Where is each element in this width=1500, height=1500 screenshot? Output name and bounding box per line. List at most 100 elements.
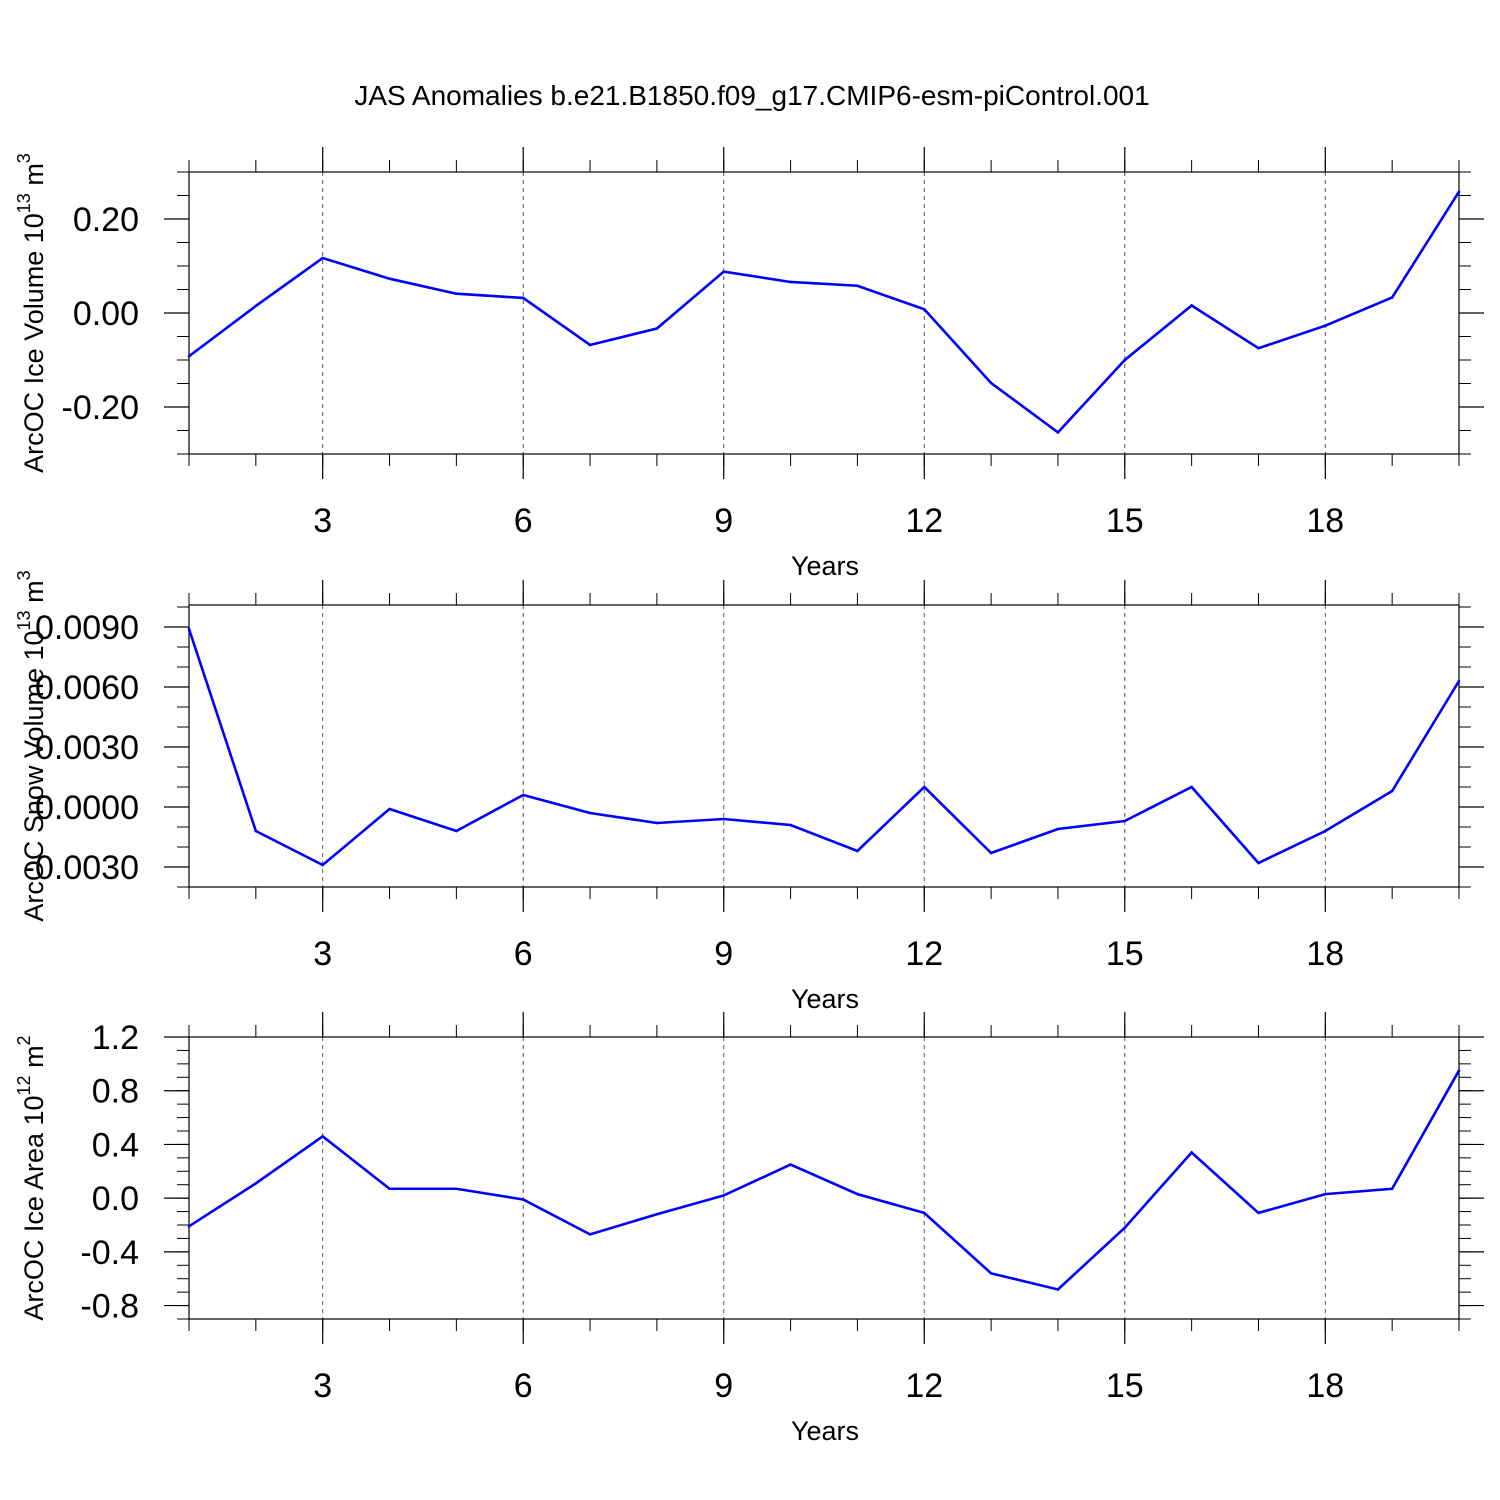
ice-area-data-point <box>187 1225 191 1228</box>
ice-volume-data-point <box>655 327 659 330</box>
ice-area-data-point <box>1190 1151 1193 1154</box>
ice-area-data-point <box>789 1163 792 1166</box>
ice-area-y-axis-title-unit: m <box>19 1045 49 1075</box>
ice-volume-data-point <box>388 277 391 280</box>
ice-area-data-point <box>521 1198 525 1201</box>
ice-volume-y-axis-title-unit-exp: 3 <box>14 153 34 163</box>
snow-volume-data-point <box>655 821 659 825</box>
ice-area-data-point <box>1390 1187 1394 1191</box>
ice-area-x-axis-title: Years <box>791 1416 859 1446</box>
ice-volume-y-tick-label: -0.20 <box>62 389 140 427</box>
snow-volume-x-axis-title: Years <box>791 984 859 1014</box>
chart-title: JAS Anomalies b.e21.B1850.f09_g17.CMIP6-… <box>354 80 1149 111</box>
ice-volume-data-point <box>254 304 258 308</box>
snow-volume-data-point <box>1390 789 1394 793</box>
ice-volume-data-point <box>1324 324 1327 327</box>
ice-volume-x-axis-title: Years <box>791 551 859 581</box>
ice-area-data-point <box>588 1233 592 1236</box>
snow-volume-data-point <box>1457 679 1461 683</box>
ice-area-data-point <box>1324 1192 1327 1196</box>
ice-area-y-tick-label: 0.4 <box>92 1126 139 1164</box>
snow-volume-y-axis-title-exp: 13 <box>14 610 34 630</box>
snow-volume-data-point <box>1190 785 1193 789</box>
snow-volume-data-point <box>321 863 324 867</box>
ice-area-y-tick-label: -0.8 <box>80 1288 139 1326</box>
snow-volume-data-point <box>989 851 993 855</box>
ice-volume-data-point <box>722 270 726 273</box>
ice-area-data-point <box>321 1135 324 1138</box>
ice-area-x-tick-label: 15 <box>1106 1367 1144 1405</box>
ice-area-y-tick-label: 1.2 <box>92 1019 139 1057</box>
ice-volume-data-point <box>588 343 592 347</box>
snow-volume-x-tick-label: 12 <box>905 935 943 973</box>
ice-area-data-point <box>254 1182 258 1185</box>
snow-volume-data-point <box>1056 827 1060 831</box>
ice-area-data-point <box>922 1211 926 1215</box>
ice-volume-y-tick-label: 0.20 <box>73 201 139 239</box>
ice-area-x-tick-label: 3 <box>313 1367 332 1405</box>
ice-volume-frame <box>188 171 1460 455</box>
snow-volume-data-point <box>588 811 592 815</box>
ice-volume-data-point <box>321 256 324 260</box>
ice-area-y-axis-title-base: ArcOC Ice Area 10 <box>19 1095 49 1320</box>
ice-area-data-point <box>1056 1288 1060 1291</box>
ice-area-data-point <box>455 1187 458 1191</box>
panels: 3 6 9 12 15 18 -0.20 0.00 0.20 Years ArcOC Ice Vol… <box>14 147 1484 1446</box>
ice-volume-x-tick-label: 15 <box>1106 502 1144 540</box>
ice-area-data-point <box>856 1192 859 1196</box>
ice-area-x-tick-label: 12 <box>905 1367 943 1405</box>
ice-volume-y-axis-title-exp: 13 <box>14 193 34 213</box>
snow-volume-data-point <box>1123 819 1127 823</box>
snow-volume-frame <box>188 604 1460 888</box>
snow-volume-y-axis-title-base: ArcOC Snow Volume 10 <box>19 630 49 921</box>
snow-volume-y-tick-label: 0.0090 <box>35 609 139 647</box>
ice-area-y-tick-label: 0.8 <box>92 1073 139 1111</box>
snow-volume-series-line <box>187 628 1461 867</box>
ice-area-x-tick-label: 6 <box>514 1367 533 1405</box>
snow-volume-data-point <box>722 817 726 821</box>
snow-volume-y-tick-label: 0.0060 <box>35 669 139 707</box>
ice-area-data-point <box>1123 1226 1127 1229</box>
ice-volume-data-point <box>1457 190 1461 194</box>
ice-volume-data-point <box>1190 304 1193 307</box>
snow-volume-data-point <box>187 627 191 631</box>
snow-volume-data-point <box>789 823 792 827</box>
snow-volume-x-tick-label: 3 <box>313 935 332 973</box>
snow-volume-x-tick-label: 9 <box>714 935 733 973</box>
ice-volume-y-tick-label: 0.00 <box>73 295 139 333</box>
ice-volume-data-point <box>521 296 525 300</box>
snow-volume-y-axis-title: ArcOC Snow Volume 1013 m3 <box>14 570 49 921</box>
ice-volume-x-tick-label: 18 <box>1306 502 1344 540</box>
snow-volume-data-point <box>856 849 859 853</box>
ice-volume-x-tick-label: 6 <box>514 502 533 540</box>
ice-area-data-point <box>1257 1211 1260 1215</box>
ice-volume-panel: 3 6 9 12 15 18 -0.20 0.00 0.20 Years ArcOC Ice Vol… <box>14 147 1484 581</box>
snow-volume-x-tick-label: 6 <box>514 935 533 973</box>
snow-volume-data-point <box>455 829 458 833</box>
ice-volume-x-tick-label: 9 <box>714 502 733 540</box>
ice-area-x-tick-label: 9 <box>714 1367 733 1405</box>
ice-area-data-point <box>1457 1069 1461 1072</box>
snow-volume-data-point <box>521 793 525 797</box>
ice-volume-data-point <box>1123 358 1127 362</box>
snow-volume-y-tick-label: 0.0000 <box>35 789 139 827</box>
snow-volume-data-point <box>922 785 926 789</box>
snow-volume-data-point <box>254 829 258 833</box>
ice-volume-data-point <box>789 280 792 284</box>
ice-volume-data-point <box>187 354 191 358</box>
ice-area-series-line <box>188 1069 1461 1291</box>
ice-area-frame <box>188 1036 1460 1320</box>
ice-area-data-point <box>655 1212 659 1216</box>
snow-volume-x-tick-label: 15 <box>1106 935 1144 973</box>
ice-area-data-point <box>722 1194 726 1197</box>
snow-volume-x-tick-label: 18 <box>1306 935 1344 973</box>
ice-area-y-axis-title-unit-exp: 2 <box>14 1035 34 1045</box>
snow-volume-panel: 3 6 9 12 15 18 -0.0030 0.0000 0.0030 0.0060 0.0090… <box>14 570 1484 1014</box>
ice-volume-data-point <box>1257 346 1260 350</box>
ice-volume-data-point <box>856 284 859 288</box>
ice-area-data-point <box>388 1187 391 1191</box>
ice-volume-x-tick-label: 12 <box>905 502 943 540</box>
ice-area-y-axis-title: ArcOC Ice Area 1012 m2 <box>14 1035 49 1320</box>
snow-volume-data-point <box>1324 829 1327 833</box>
